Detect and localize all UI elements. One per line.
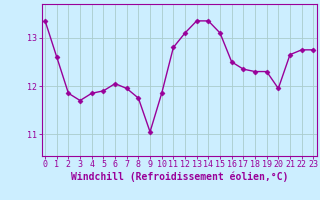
X-axis label: Windchill (Refroidissement éolien,°C): Windchill (Refroidissement éolien,°C) [70, 172, 288, 182]
